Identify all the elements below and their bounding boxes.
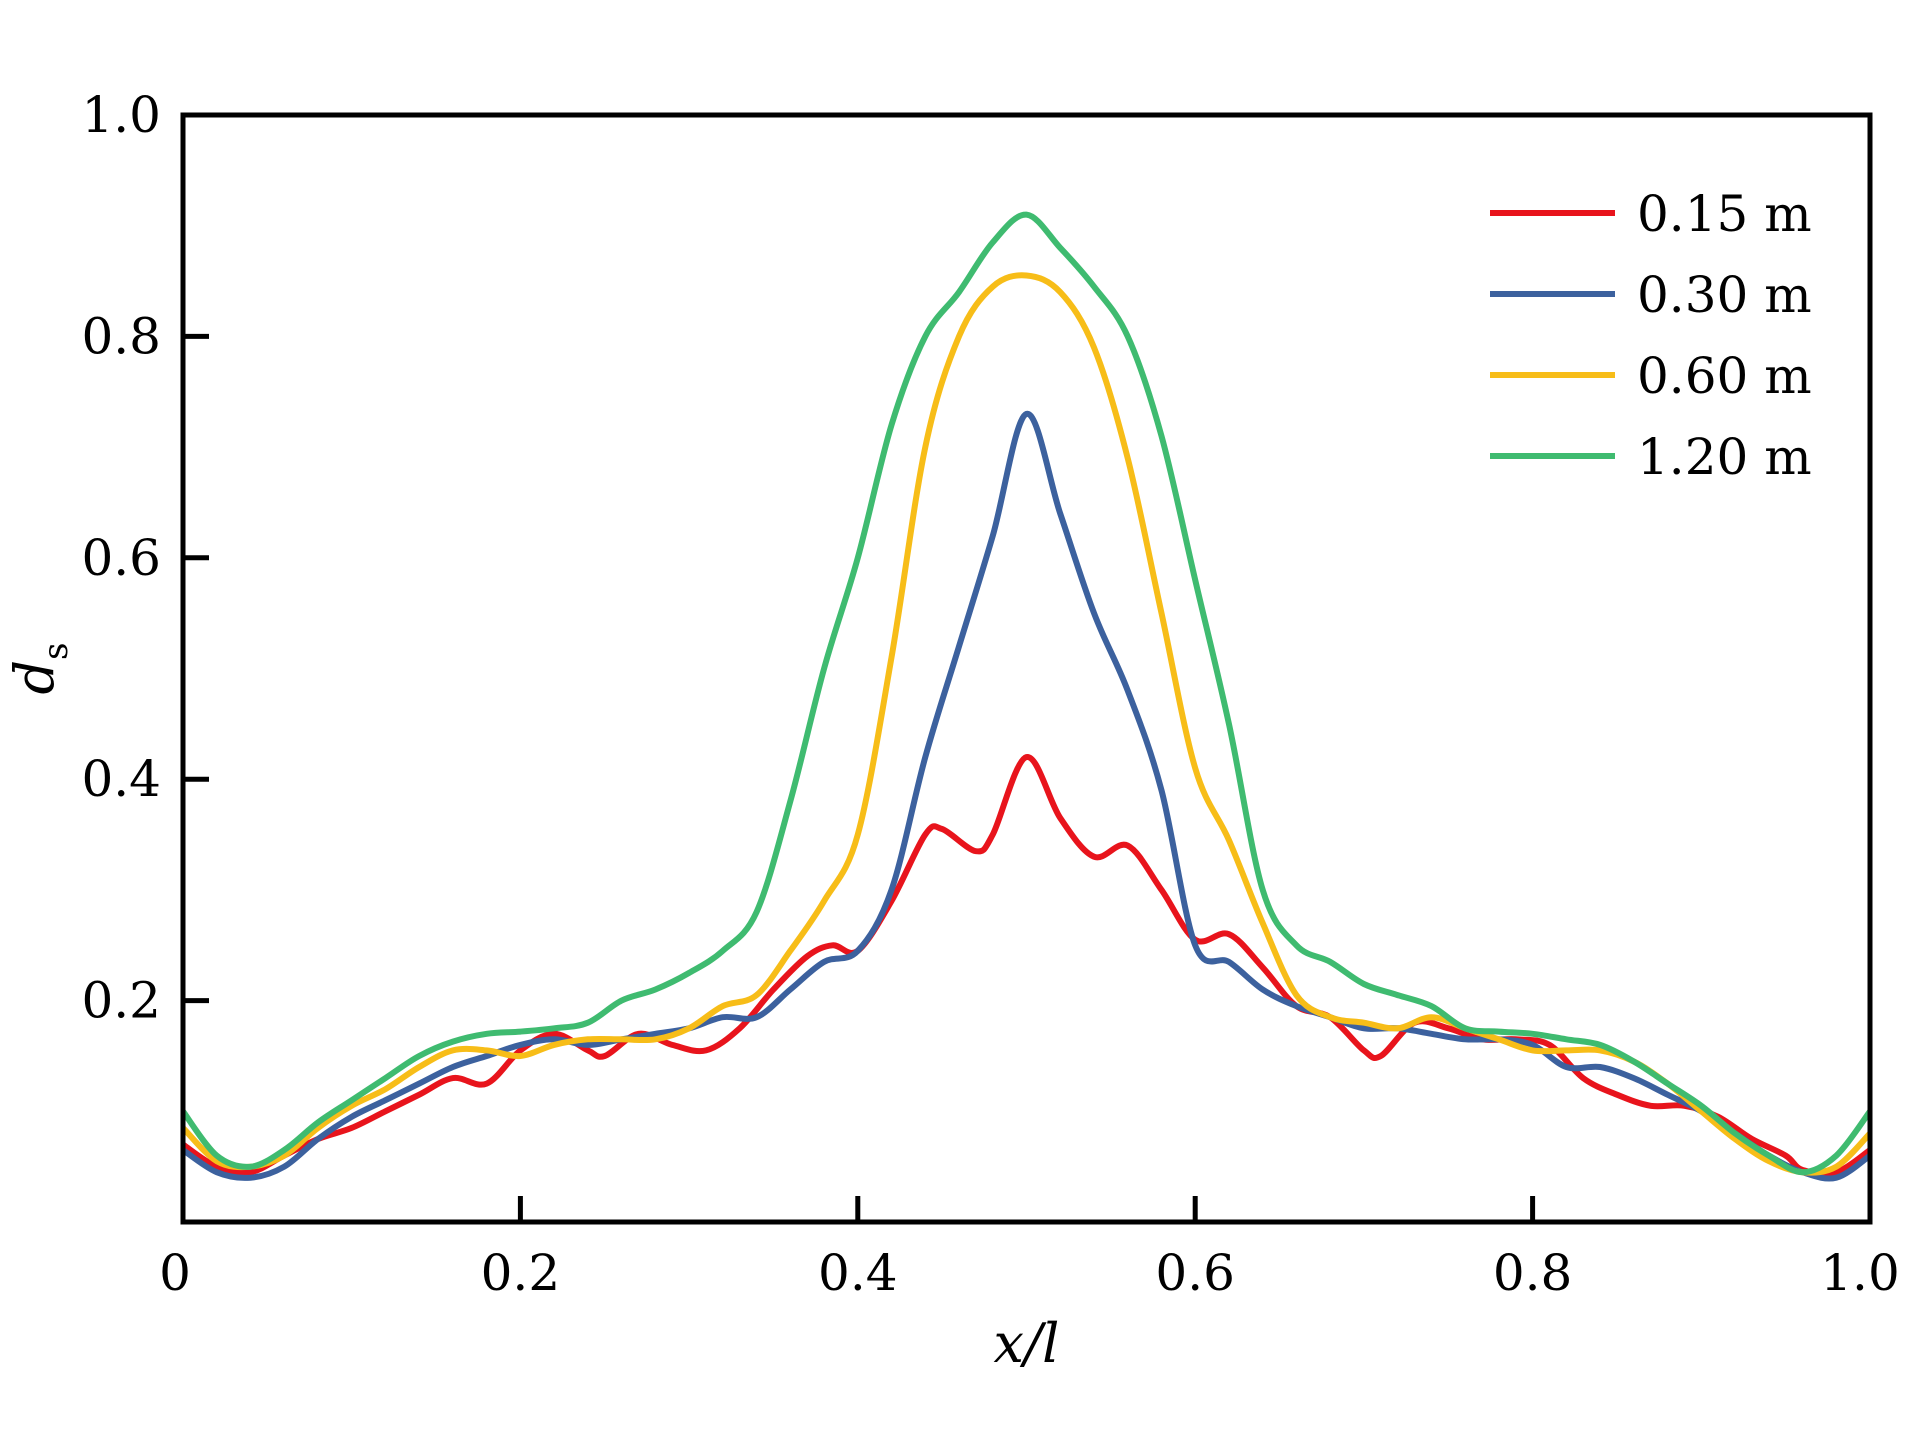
ticks-layer: 0 0.2 0.4 0.6 0.8 1.0 0.2 0.4 0.6 0.8 1.0 [81,86,1899,1302]
y-tick-label: 0.2 [81,972,161,1030]
x-axis-label: x/l [994,1312,1060,1375]
x-tick-label: 0.2 [481,1244,561,1302]
series-line-3 [180,211,1873,1176]
plot-frame [180,112,1873,1225]
y-tick-label: 0.8 [81,307,161,365]
y-tick-label: 0.6 [81,529,161,587]
series-line-2 [180,272,1873,1176]
y-axis-label-main: d [3,660,66,695]
legend: 0.15 m 0.30 m 0.60 m 1.20 m [1490,185,1812,486]
series-line-0 [181,754,1872,1177]
y-axis-label: ds [3,642,76,694]
legend-label-2: 0.60 m [1637,347,1812,405]
legend-label-3: 1.20 m [1637,428,1812,486]
legend-label-0: 0.15 m [1637,185,1812,243]
x-tick-label: 0.8 [1493,1244,1573,1302]
series-line-1 [181,410,1872,1182]
x-tick-label: 0.4 [818,1244,898,1302]
y-tick-label: 1.0 [81,86,161,144]
y-axis-label-subscript: s [36,642,76,659]
series-layer [180,211,1873,1182]
legend-label-1: 0.30 m [1637,266,1812,324]
y-tick-label: 0.4 [81,750,161,808]
x-tick-label: 0.6 [1155,1244,1235,1302]
x-tick-label: 1.0 [1820,1244,1900,1302]
x-tick-label: 0 [159,1244,191,1302]
